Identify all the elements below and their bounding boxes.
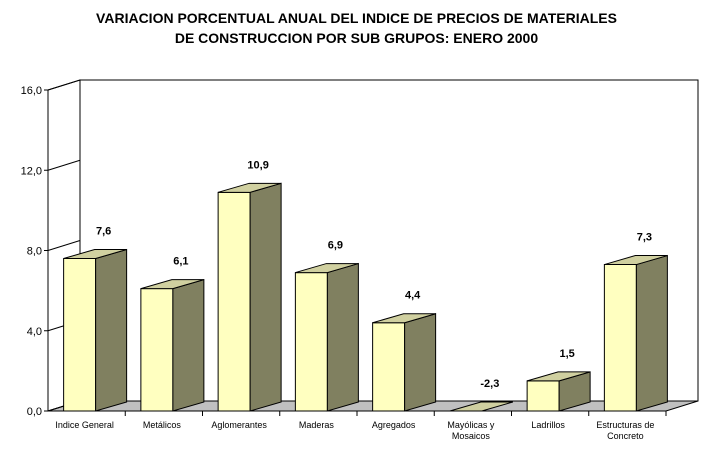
bar-side: [404, 313, 437, 412]
bar-top: [604, 255, 668, 266]
bar-top: [217, 182, 282, 193]
data-label: 6,9: [328, 240, 343, 252]
bar-top: [63, 249, 127, 260]
x-tick-label: Estructuras de: [596, 420, 654, 430]
x-tick-label: Indice General: [55, 420, 114, 430]
x-tick-label: Aglomerantes: [211, 420, 267, 430]
x-tick-label: Ladrillos: [531, 420, 565, 430]
x-tick-label: Agregados: [372, 420, 416, 430]
data-label: 1,5: [559, 348, 574, 360]
bar-top: [372, 313, 436, 324]
bar-top: [295, 263, 359, 274]
data-label: -2,3: [480, 378, 499, 390]
bar-top: [526, 371, 591, 382]
bar-front: [217, 191, 251, 412]
y-tick-label: 16,0: [21, 85, 42, 97]
bar-front: [140, 288, 174, 412]
x-tick-label: Concreto: [607, 431, 644, 441]
chart-title-line-1: VARIACION PORCENTUAL ANUAL DEL INDICE DE…: [96, 10, 617, 26]
data-label: 10,9: [247, 159, 268, 171]
y-tick-label: 8,0: [27, 246, 42, 258]
bar-side: [326, 262, 359, 412]
y-tick-depth: [47, 79, 81, 91]
bar-front: [526, 380, 560, 412]
chart-title-line-2: DE CONSTRUCCION POR SUB GRUPOS: ENERO 20…: [174, 30, 539, 46]
y-tick-depth: [47, 159, 81, 171]
bar-top: [140, 279, 205, 290]
y-tick-label: 12,0: [21, 165, 42, 177]
bar-side: [249, 182, 282, 412]
x-tick-label: Mosaicos: [452, 431, 491, 441]
bar-front: [372, 322, 406, 412]
data-label: 7,6: [96, 226, 111, 238]
bar-front: [63, 258, 97, 412]
y-tick-label: 4,0: [27, 326, 42, 338]
chart-title: VARIACION PORCENTUAL ANUAL DEL INDICE DE…: [0, 8, 713, 48]
data-label: 4,4: [405, 290, 421, 302]
bar-front: [603, 264, 637, 412]
data-label: 6,1: [173, 256, 188, 268]
bar-side: [95, 248, 128, 412]
bar-side: [635, 254, 668, 412]
bar-top: [449, 401, 514, 412]
x-tick-label: Maderas: [299, 420, 335, 430]
bar-front: [294, 272, 328, 412]
x-tick-label: Metálicos: [143, 420, 182, 430]
y-tick-label: 0,0: [27, 406, 42, 418]
x-tick-label: Mayólicas y: [447, 420, 495, 430]
bar-side: [172, 278, 205, 412]
data-label: 7,3: [637, 232, 652, 244]
y-tick-depth: [47, 240, 81, 251]
